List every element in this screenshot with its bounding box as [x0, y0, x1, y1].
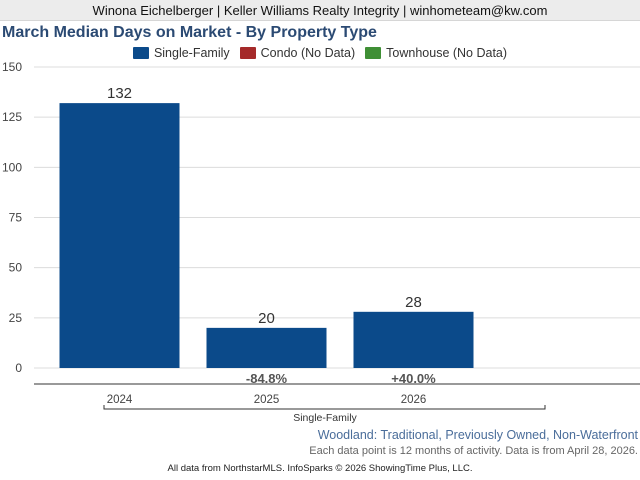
legend-swatch-condo	[239, 47, 256, 59]
legend-label-condo: Condo (No Data)	[260, 46, 356, 60]
data-note: Each data point is 12 months of activity…	[309, 445, 638, 457]
data-label-2026: 28	[405, 294, 422, 311]
bar-2026	[353, 311, 474, 368]
y-tick-label-100: 100	[2, 160, 22, 174]
x-tick-label-2026: 2026	[401, 394, 427, 406]
y-tick-label-75: 75	[9, 211, 23, 225]
source-credit: All data from NorthstarMLS. InfoSparks ©…	[167, 463, 473, 474]
change-label-2026: +40.0%	[391, 371, 436, 386]
group-label: Single-Family	[293, 412, 357, 424]
chart-legend: Single-Family Condo (No Data) Townhouse …	[0, 46, 640, 60]
y-tick-label-150: 150	[2, 60, 22, 74]
data-label-2025: 20	[258, 310, 275, 327]
change-label-2025: -84.8%	[246, 371, 288, 386]
y-tick-label-125: 125	[2, 110, 22, 124]
legend-swatch-townhouse	[365, 47, 382, 59]
data-label-2024: 132	[107, 85, 132, 102]
bar-2025	[206, 327, 327, 368]
legend-item-townhouse[interactable]: Townhouse (No Data)	[365, 46, 507, 60]
agent-header: Winona Eichelberger | Keller Williams Re…	[0, 0, 640, 21]
x-tick-label-2025: 2025	[254, 394, 280, 406]
chart-subtitle: Woodland: Traditional, Previously Owned,…	[317, 428, 638, 442]
y-tick-label-25: 25	[9, 311, 23, 325]
legend-item-condo[interactable]: Condo (No Data)	[239, 46, 356, 60]
bar-2024	[59, 103, 180, 369]
legend-swatch-single-family	[132, 47, 149, 59]
legend-label-single-family: Single-Family	[153, 46, 230, 60]
chart-title: March Median Days on Market - By Propert…	[2, 24, 377, 41]
legend-item-single-family[interactable]: Single-Family	[132, 46, 230, 60]
legend-label-townhouse: Townhouse (No Data)	[386, 46, 508, 60]
y-tick-label-0: 0	[15, 361, 22, 375]
x-tick-label-2024: 2024	[107, 394, 133, 406]
group-bracket	[103, 405, 546, 410]
y-tick-label-50: 50	[9, 261, 23, 275]
